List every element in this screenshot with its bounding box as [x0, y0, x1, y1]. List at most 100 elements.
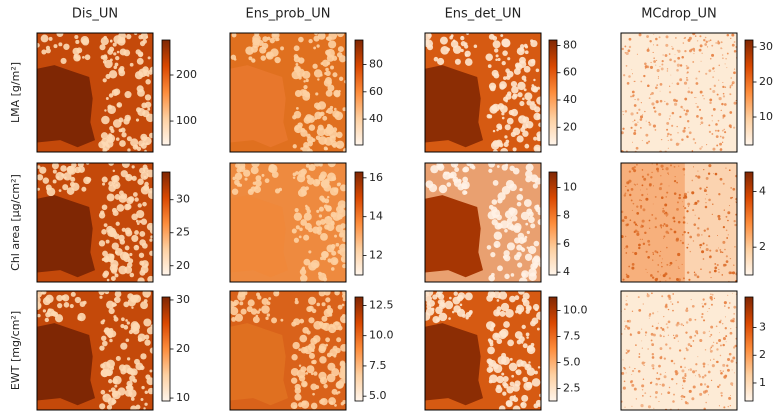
texture — [516, 201, 522, 207]
texture — [677, 56, 681, 60]
texture — [668, 53, 671, 55]
texture — [694, 273, 697, 277]
texture — [625, 300, 627, 302]
texture — [127, 148, 131, 152]
texture — [660, 175, 662, 177]
texture — [321, 59, 330, 67]
texture — [669, 228, 672, 231]
texture — [325, 89, 333, 97]
texture — [631, 69, 633, 71]
colorbar-tick-label: 4 — [759, 184, 766, 197]
texture — [307, 177, 315, 185]
texture — [336, 33, 345, 38]
texture — [663, 223, 666, 226]
texture — [526, 208, 533, 215]
texture — [488, 33, 495, 40]
texture — [639, 118, 643, 121]
texture — [509, 224, 516, 231]
texture — [704, 198, 706, 200]
texture — [512, 384, 520, 392]
texture — [690, 48, 693, 51]
texture — [626, 326, 631, 330]
texture — [292, 115, 297, 120]
texture — [621, 219, 625, 222]
texture — [325, 343, 328, 347]
texture — [84, 54, 91, 61]
texture — [149, 228, 153, 234]
texture — [115, 137, 120, 141]
texture — [733, 305, 737, 309]
texture — [681, 241, 685, 245]
texture — [333, 107, 337, 111]
texture — [261, 173, 265, 177]
texture — [126, 196, 134, 205]
texture — [664, 305, 668, 308]
texture — [506, 242, 516, 251]
texture — [128, 392, 133, 396]
texture — [126, 385, 133, 392]
texture — [331, 135, 336, 139]
texture — [306, 209, 311, 214]
texture — [632, 94, 635, 97]
texture — [115, 221, 120, 226]
texture — [485, 53, 493, 62]
texture — [712, 89, 716, 94]
texture — [730, 187, 732, 189]
texture — [657, 76, 660, 78]
texture — [533, 255, 541, 263]
texture — [308, 164, 316, 172]
texture — [298, 57, 305, 64]
texture — [624, 110, 628, 113]
texture — [699, 383, 703, 386]
texture — [516, 193, 524, 201]
texture — [332, 212, 341, 221]
texture — [664, 100, 666, 103]
texture — [712, 341, 715, 344]
texture — [332, 258, 338, 264]
texture — [448, 172, 454, 179]
texture — [656, 251, 659, 254]
texture — [508, 362, 518, 372]
texture — [693, 271, 696, 274]
texture — [659, 373, 662, 376]
texture — [664, 272, 668, 276]
texture — [649, 65, 654, 69]
texture — [63, 301, 70, 308]
texture — [683, 395, 686, 398]
texture — [144, 390, 149, 394]
texture — [673, 393, 675, 396]
texture — [695, 330, 699, 334]
texture — [687, 343, 691, 346]
texture — [318, 206, 324, 212]
texture — [729, 395, 731, 396]
texture — [668, 277, 671, 280]
texture — [717, 214, 721, 218]
texture — [515, 63, 523, 71]
texture — [533, 112, 541, 121]
texture — [651, 364, 655, 368]
texture — [718, 97, 722, 101]
texture — [730, 328, 732, 330]
texture — [132, 192, 138, 197]
texture — [713, 297, 716, 299]
texture — [526, 336, 529, 339]
texture — [661, 63, 664, 66]
texture — [147, 107, 151, 111]
texture — [336, 131, 343, 139]
texture — [721, 274, 724, 276]
texture — [453, 164, 457, 168]
texture — [634, 132, 636, 134]
texture — [52, 179, 57, 184]
texture — [683, 230, 686, 234]
texture — [98, 291, 105, 296]
texture — [138, 34, 143, 40]
texture — [501, 38, 511, 48]
texture — [316, 44, 320, 48]
texture — [678, 165, 680, 167]
texture — [312, 226, 320, 234]
map-image — [621, 291, 737, 410]
texture — [236, 167, 242, 173]
texture — [682, 216, 686, 219]
texture — [74, 35, 79, 40]
texture — [631, 374, 633, 375]
